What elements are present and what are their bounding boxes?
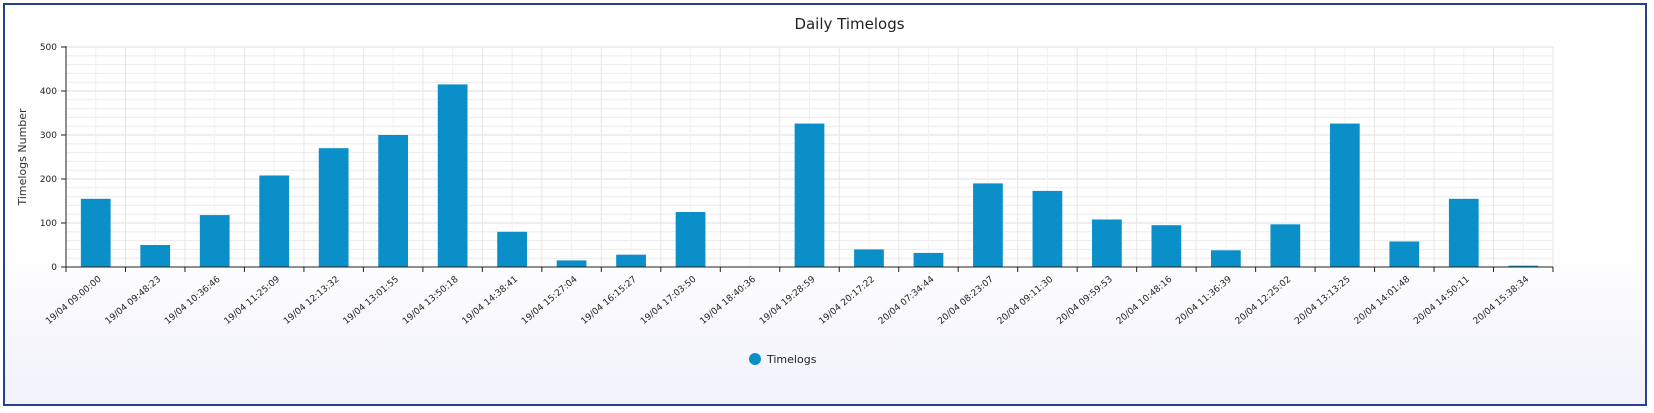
x-tick-label: 19/04 15:27:04: [520, 274, 580, 326]
bar: [675, 212, 706, 267]
bar: [1448, 198, 1479, 267]
y-tick-label: 400: [40, 87, 57, 97]
y-tick-label: 200: [40, 175, 57, 185]
bar: [1329, 123, 1360, 267]
x-tick-label: 20/04 09:59:53: [1055, 275, 1114, 327]
x-tick-label: 20/04 10:48:16: [1115, 274, 1175, 326]
x-tick-label: 20/04 12:25:02: [1234, 275, 1293, 327]
bar: [318, 148, 349, 267]
bar: [1151, 225, 1182, 267]
bar: [556, 260, 587, 267]
bar: [1210, 250, 1241, 267]
y-tick-label: 300: [40, 131, 57, 141]
y-tick-label: 500: [40, 43, 57, 53]
bar: [140, 245, 171, 267]
bars: [80, 84, 1539, 268]
bar: [437, 84, 468, 268]
x-tick-label: 20/04 07:34:44: [877, 274, 937, 326]
bar: [616, 254, 646, 267]
axes: [65, 46, 1553, 268]
bar: [854, 249, 884, 267]
x-tick-label: 20/04 09:11:30: [996, 274, 1056, 326]
bar: [913, 252, 944, 267]
bar: [259, 175, 290, 267]
bar: [497, 231, 527, 267]
x-tick-label: 19/04 10:36:46: [163, 274, 223, 326]
bar: [1092, 219, 1122, 267]
x-tick-label: 20/04 14:01:48: [1353, 274, 1413, 326]
x-tick-label: 20/04 14:50:11: [1412, 275, 1471, 327]
x-tick-label: 19/04 11:25:09: [223, 274, 283, 326]
x-tick-label: 20/04 08:23:07: [936, 275, 995, 327]
x-tick-label: 19/04 12:13:32: [282, 275, 341, 327]
x-tick-label: 19/04 13:01:55: [342, 275, 401, 327]
bar: [794, 123, 825, 267]
x-tick-label: 19/04 17:03:50: [639, 274, 699, 326]
bar: [80, 198, 111, 267]
x-tick-label: 20/04 15:38:34: [1472, 274, 1532, 326]
bar: [1389, 241, 1420, 267]
y-tick-label: 0: [51, 263, 57, 273]
x-tick-label: 19/04 09:48:23: [104, 275, 163, 327]
x-tick-label: 20/04 11:36:39: [1174, 274, 1234, 326]
bar: [378, 135, 409, 267]
y-axis-ticks: 0 100 200 300 400 500: [40, 43, 66, 273]
x-tick-label: 19/04 09:00:00: [44, 274, 104, 326]
legend[interactable]: Timelogs: [749, 353, 817, 366]
bar: [199, 215, 230, 267]
x-tick-label: 19/04 18:40:36: [698, 274, 758, 326]
x-tick-label: 19/04 16:15:27: [580, 275, 639, 327]
legend-marker: [749, 353, 761, 365]
x-tick-label: 19/04 20:17:22: [817, 275, 876, 327]
bar: [973, 183, 1003, 267]
x-tick-label: 20/04 13:13:25: [1293, 275, 1352, 327]
x-tick-label: 19/04 14:38:41: [461, 275, 520, 327]
chart-title: Daily Timelogs: [794, 15, 904, 33]
bar: [1032, 190, 1063, 267]
x-tick-label: 19/04 19:28:59: [758, 274, 818, 326]
y-axis-label: Timelogs Number: [16, 108, 29, 207]
bar: [1270, 224, 1301, 267]
bar: [1508, 265, 1539, 267]
x-tick-label: 19/04 13:50:18: [401, 274, 461, 326]
x-axis-ticks: 19/04 09:00:00 19/04 09:48:23 19/04 10:36:…: [44, 267, 1554, 327]
legend-label-timelogs: Timelogs: [766, 353, 817, 366]
y-tick-label: 100: [40, 219, 57, 229]
